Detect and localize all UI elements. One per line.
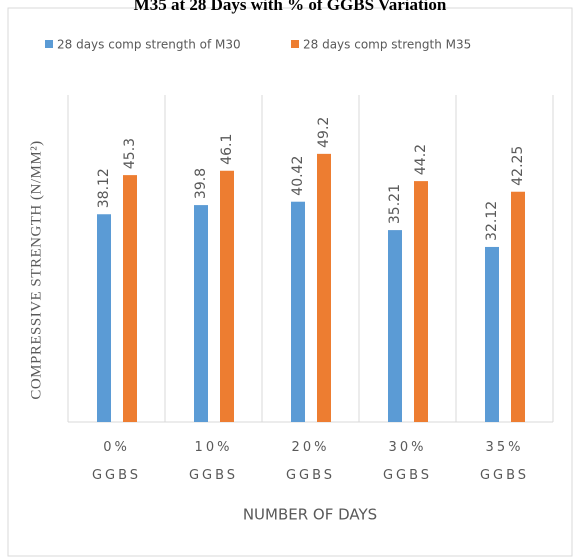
- bar: [291, 201, 305, 422]
- x-tick-label: 30% GGBS: [383, 440, 432, 483]
- value-label: 40.42: [290, 156, 306, 196]
- chart-title: M35 at 28 Days with % of GGBS Variation: [134, 0, 447, 14]
- value-label: 39.8: [193, 168, 209, 199]
- legend-swatch: [291, 40, 299, 48]
- value-label: 45.3: [122, 138, 138, 169]
- bar: [511, 191, 525, 422]
- bar: [485, 246, 499, 422]
- x-tick-label: 0% GGBS: [92, 440, 141, 483]
- bar: [194, 205, 208, 422]
- x-axis-label: NUMBER OF DAYS: [243, 506, 377, 524]
- value-label: 46.1: [219, 134, 235, 165]
- bar: [414, 181, 428, 422]
- legend-swatch: [45, 40, 53, 48]
- x-tick-label: 10% GGBS: [189, 440, 238, 483]
- value-label: 49.2: [316, 117, 332, 148]
- legend-label: 28 days comp strength M35: [303, 38, 471, 52]
- y-axis-label: COMPRESSIVE STRENGTH (N/MM²): [28, 140, 44, 399]
- value-label: 35.21: [387, 184, 403, 224]
- chart-frame: [7, 7, 573, 557]
- value-label: 44.2: [413, 144, 429, 175]
- bar: [97, 214, 111, 422]
- x-tick-label: 20% GGBS: [286, 440, 335, 483]
- bar: [388, 230, 402, 422]
- bar: [220, 170, 234, 422]
- value-label: 38.12: [96, 168, 112, 208]
- bar: [317, 153, 331, 423]
- x-tick-label: 35% GGBS: [480, 440, 529, 483]
- value-label: 42.25: [510, 146, 526, 186]
- legend-label: 28 days comp strength of M30: [57, 38, 241, 52]
- bar: [123, 175, 137, 422]
- value-label: 32.12: [484, 201, 500, 241]
